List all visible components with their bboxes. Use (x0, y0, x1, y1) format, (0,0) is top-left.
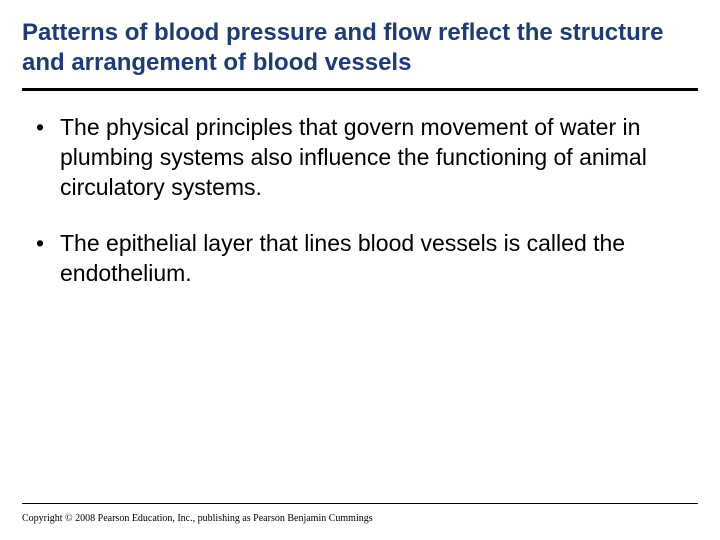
bullet-item: The epithelial layer that lines blood ve… (30, 229, 698, 289)
slide-title: Patterns of blood pressure and flow refl… (22, 18, 698, 78)
copyright-text: Copyright © 2008 Pearson Education, Inc.… (22, 513, 373, 524)
footer-divider (22, 503, 698, 504)
bullet-list: The physical principles that govern move… (22, 113, 698, 288)
bullet-item: The physical principles that govern move… (30, 113, 698, 203)
title-divider (22, 88, 698, 91)
